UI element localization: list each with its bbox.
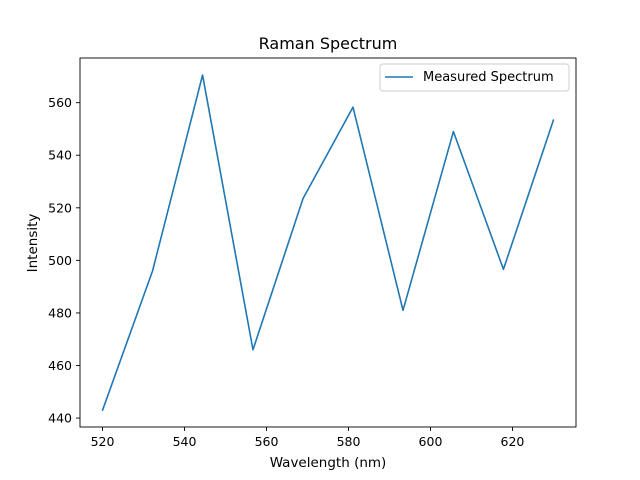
y-tick-label: 480 — [48, 305, 72, 320]
series-line-measured-spectrum — [101, 74, 555, 411]
y-tick-label: 520 — [48, 200, 72, 215]
axes-frame — [79, 57, 577, 428]
x-tick-label: 580 — [337, 434, 361, 449]
x-axis-label: Wavelength (nm) — [270, 455, 387, 471]
x-tick-label: 560 — [255, 434, 279, 449]
y-tick-label: 540 — [48, 148, 72, 163]
legend-box — [379, 63, 570, 92]
legend-label: Measured Spectrum — [423, 70, 554, 85]
x-tick-label: 600 — [419, 434, 443, 449]
y-tick-label: 440 — [48, 411, 72, 426]
y-tick-label: 500 — [48, 253, 72, 268]
legend: Measured Spectrum — [379, 63, 570, 92]
chart-title: Raman Spectrum — [259, 34, 398, 53]
plot-area — [101, 74, 555, 411]
y-axis: 440 460 480 500 520 540 560 — [48, 95, 80, 426]
x-axis: 520 540 560 580 600 620 — [91, 427, 525, 449]
y-axis-label: Intensity — [25, 214, 41, 273]
x-tick-label: 620 — [501, 434, 525, 449]
y-tick-label: 460 — [48, 358, 72, 373]
x-tick-label: 540 — [173, 434, 197, 449]
x-tick-label: 520 — [91, 434, 115, 449]
y-tick-label: 560 — [48, 95, 72, 110]
